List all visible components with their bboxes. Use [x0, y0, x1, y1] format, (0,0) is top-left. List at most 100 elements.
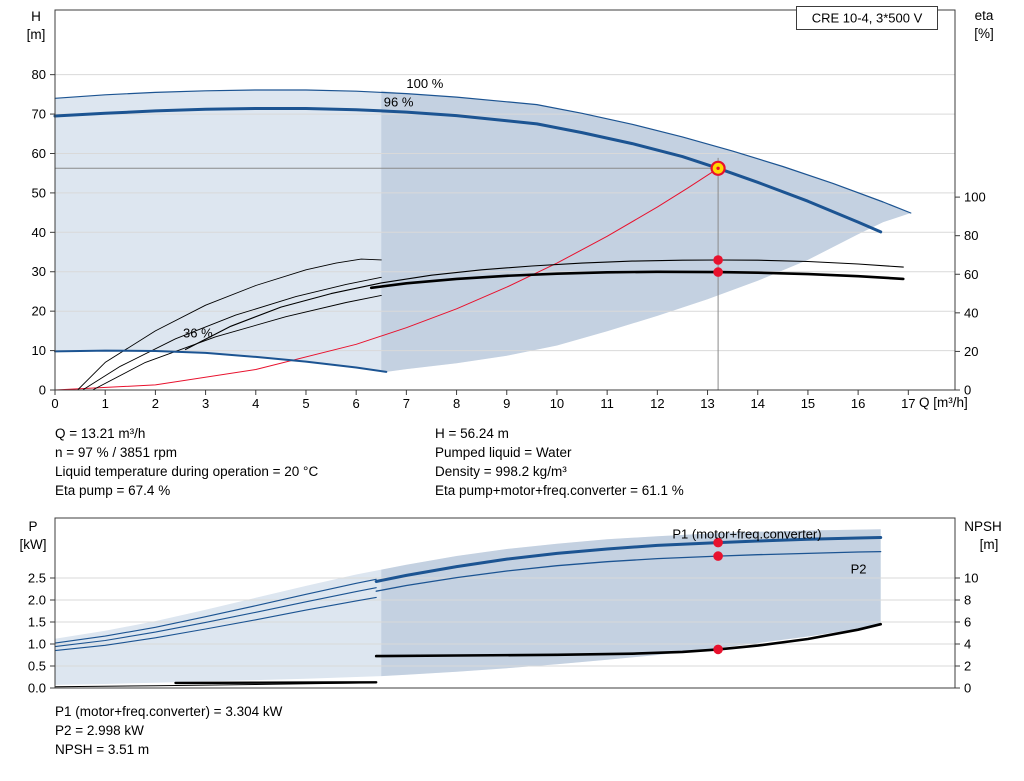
x-tick-label: 15	[801, 396, 815, 411]
p-axis-unit: [kW]	[20, 537, 47, 552]
pump-name: CRE 10-4, 3*500 V	[812, 11, 923, 26]
p2-curve	[375, 550, 882, 592]
left-tick-label: 0	[39, 383, 46, 398]
npsh-axis-unit: [m]	[980, 537, 999, 552]
left-tick-label: 80	[32, 67, 46, 82]
power-envelope	[55, 529, 881, 685]
speed-curve-36	[54, 349, 388, 373]
left-tick-label: 0.0	[28, 681, 46, 696]
duty-info-right: H = 56.24 m Pumped liquid = Water Densit…	[435, 424, 684, 500]
left-tick-label: 20	[32, 304, 46, 319]
eta-total-curve	[369, 270, 905, 290]
x-tick-label: 10	[550, 396, 564, 411]
q-axis-title: Q [m³/h]	[919, 395, 968, 410]
x-tick-label: 2	[152, 396, 159, 411]
npsh-point	[713, 644, 723, 655]
eta-pump-point	[713, 255, 723, 265]
x-tick-label: 14	[750, 396, 764, 411]
h-axis-title: H	[31, 9, 41, 24]
power-envelope-dense	[381, 529, 881, 677]
right-tick-label: 40	[964, 305, 978, 320]
info-p1: P1 (motor+freq.converter) = 3.304 kW	[55, 704, 283, 719]
left-tick-label: 10	[32, 343, 46, 358]
x-tick-label: 1	[102, 396, 109, 411]
right-tick-label: 100	[964, 190, 986, 205]
right-tick-label: 80	[964, 228, 978, 243]
label-speed-100: 100 %	[406, 76, 443, 91]
power-npsh-chart: 0.0 0.5 1.0 1.5 2.0 2.5 0 2 4 6 8 10 P1 (motor+freq.…	[28, 517, 978, 696]
x-tick-label: 5	[302, 396, 309, 411]
left-tick-label: 60	[32, 146, 46, 161]
right-tick-label: 60	[964, 267, 978, 282]
eta-pump-curve	[184, 259, 904, 351]
x-tick-label: 17	[901, 396, 915, 411]
system-curve	[54, 167, 719, 391]
info-h: H = 56.24 m	[435, 426, 509, 441]
x-tick-label: 6	[353, 396, 360, 411]
eta-axis-title: eta	[975, 8, 994, 23]
eta-total-point	[713, 267, 723, 277]
right-tick-label: 6	[964, 614, 971, 629]
right-tick-label: 10	[964, 570, 978, 585]
info-eta-total: Eta pump+motor+freq.converter = 61.1 %	[435, 483, 684, 498]
info-npsh: NPSH = 3.51 m	[55, 742, 150, 757]
x-tick-label: 9	[503, 396, 510, 411]
left-tick-label: 70	[32, 107, 46, 122]
p1-label: P1 (motor+freq.converter)	[672, 526, 821, 541]
p-axis-title: P	[28, 519, 37, 534]
info-eta-pump: Eta pump = 67.4 %	[55, 483, 171, 498]
h-axis-unit: [m]	[27, 27, 46, 42]
x-tick-label: 12	[650, 396, 664, 411]
left-tick-label: 0.5	[28, 658, 46, 673]
eta-curve-small-2	[82, 276, 382, 391]
x-tick-label: 3	[202, 396, 209, 411]
p1-curve	[374, 536, 883, 583]
npsh-axis-title: NPSH	[964, 519, 1002, 534]
speed-curve-96	[53, 107, 883, 234]
x-tick-label: 4	[252, 396, 259, 411]
info-speed: n = 97 % / 3851 rpm	[55, 445, 177, 460]
eta-curve-small-3	[92, 294, 382, 391]
x-tick-label: 7	[403, 396, 410, 411]
left-tick-label: 1.5	[28, 614, 46, 629]
x-tick-label: 0	[51, 396, 58, 411]
info-liquid-temp: Liquid temperature during operation = 20…	[55, 464, 319, 479]
x-tick-label: 8	[453, 396, 460, 411]
right-tick-label: 8	[964, 592, 971, 607]
eta-axis-unit: [%]	[974, 26, 994, 41]
left-tick-label: 50	[32, 185, 46, 200]
operating-envelope-dense	[381, 90, 911, 372]
info-density: Density = 998.2 kg/m³	[435, 464, 567, 479]
npsh-low-curve	[174, 681, 378, 685]
right-tick-label: 0	[964, 383, 971, 398]
label-speed-36: 36 %	[183, 326, 213, 341]
left-tick-label: 30	[32, 264, 46, 279]
left-tick-label: 40	[32, 225, 46, 240]
p1-variant-2	[54, 587, 377, 648]
right-tick-label: 0	[964, 681, 971, 696]
info-p2: P2 = 2.998 kW	[55, 723, 144, 738]
p1-variant-3	[54, 596, 377, 652]
p1-point	[713, 537, 723, 548]
info-q: Q = 13.21 m³/h	[55, 426, 146, 441]
x-tick-label: 13	[700, 396, 714, 411]
pump-name-box	[796, 6, 938, 30]
x-tick-label: 16	[851, 396, 865, 411]
x-tick-label: 11	[600, 396, 614, 411]
eta-curve-small-1	[77, 258, 382, 391]
left-tick-label: 2.5	[28, 570, 46, 585]
duty-point-center	[716, 166, 720, 170]
power-npsh-chart-frame	[54, 517, 956, 689]
p2-label: P2	[851, 562, 867, 577]
label-speed-96: 96 %	[384, 95, 414, 110]
right-tick-label: 20	[964, 344, 978, 359]
power-info: P1 (motor+freq.converter) = 3.304 kW P2 …	[55, 702, 282, 759]
right-tick-label: 2	[964, 658, 971, 673]
info-pumped-liquid: Pumped liquid = Water	[435, 445, 572, 460]
left-tick-label: 2.0	[28, 592, 46, 607]
speed-curve-100	[54, 89, 912, 214]
p2-point	[713, 551, 723, 561]
